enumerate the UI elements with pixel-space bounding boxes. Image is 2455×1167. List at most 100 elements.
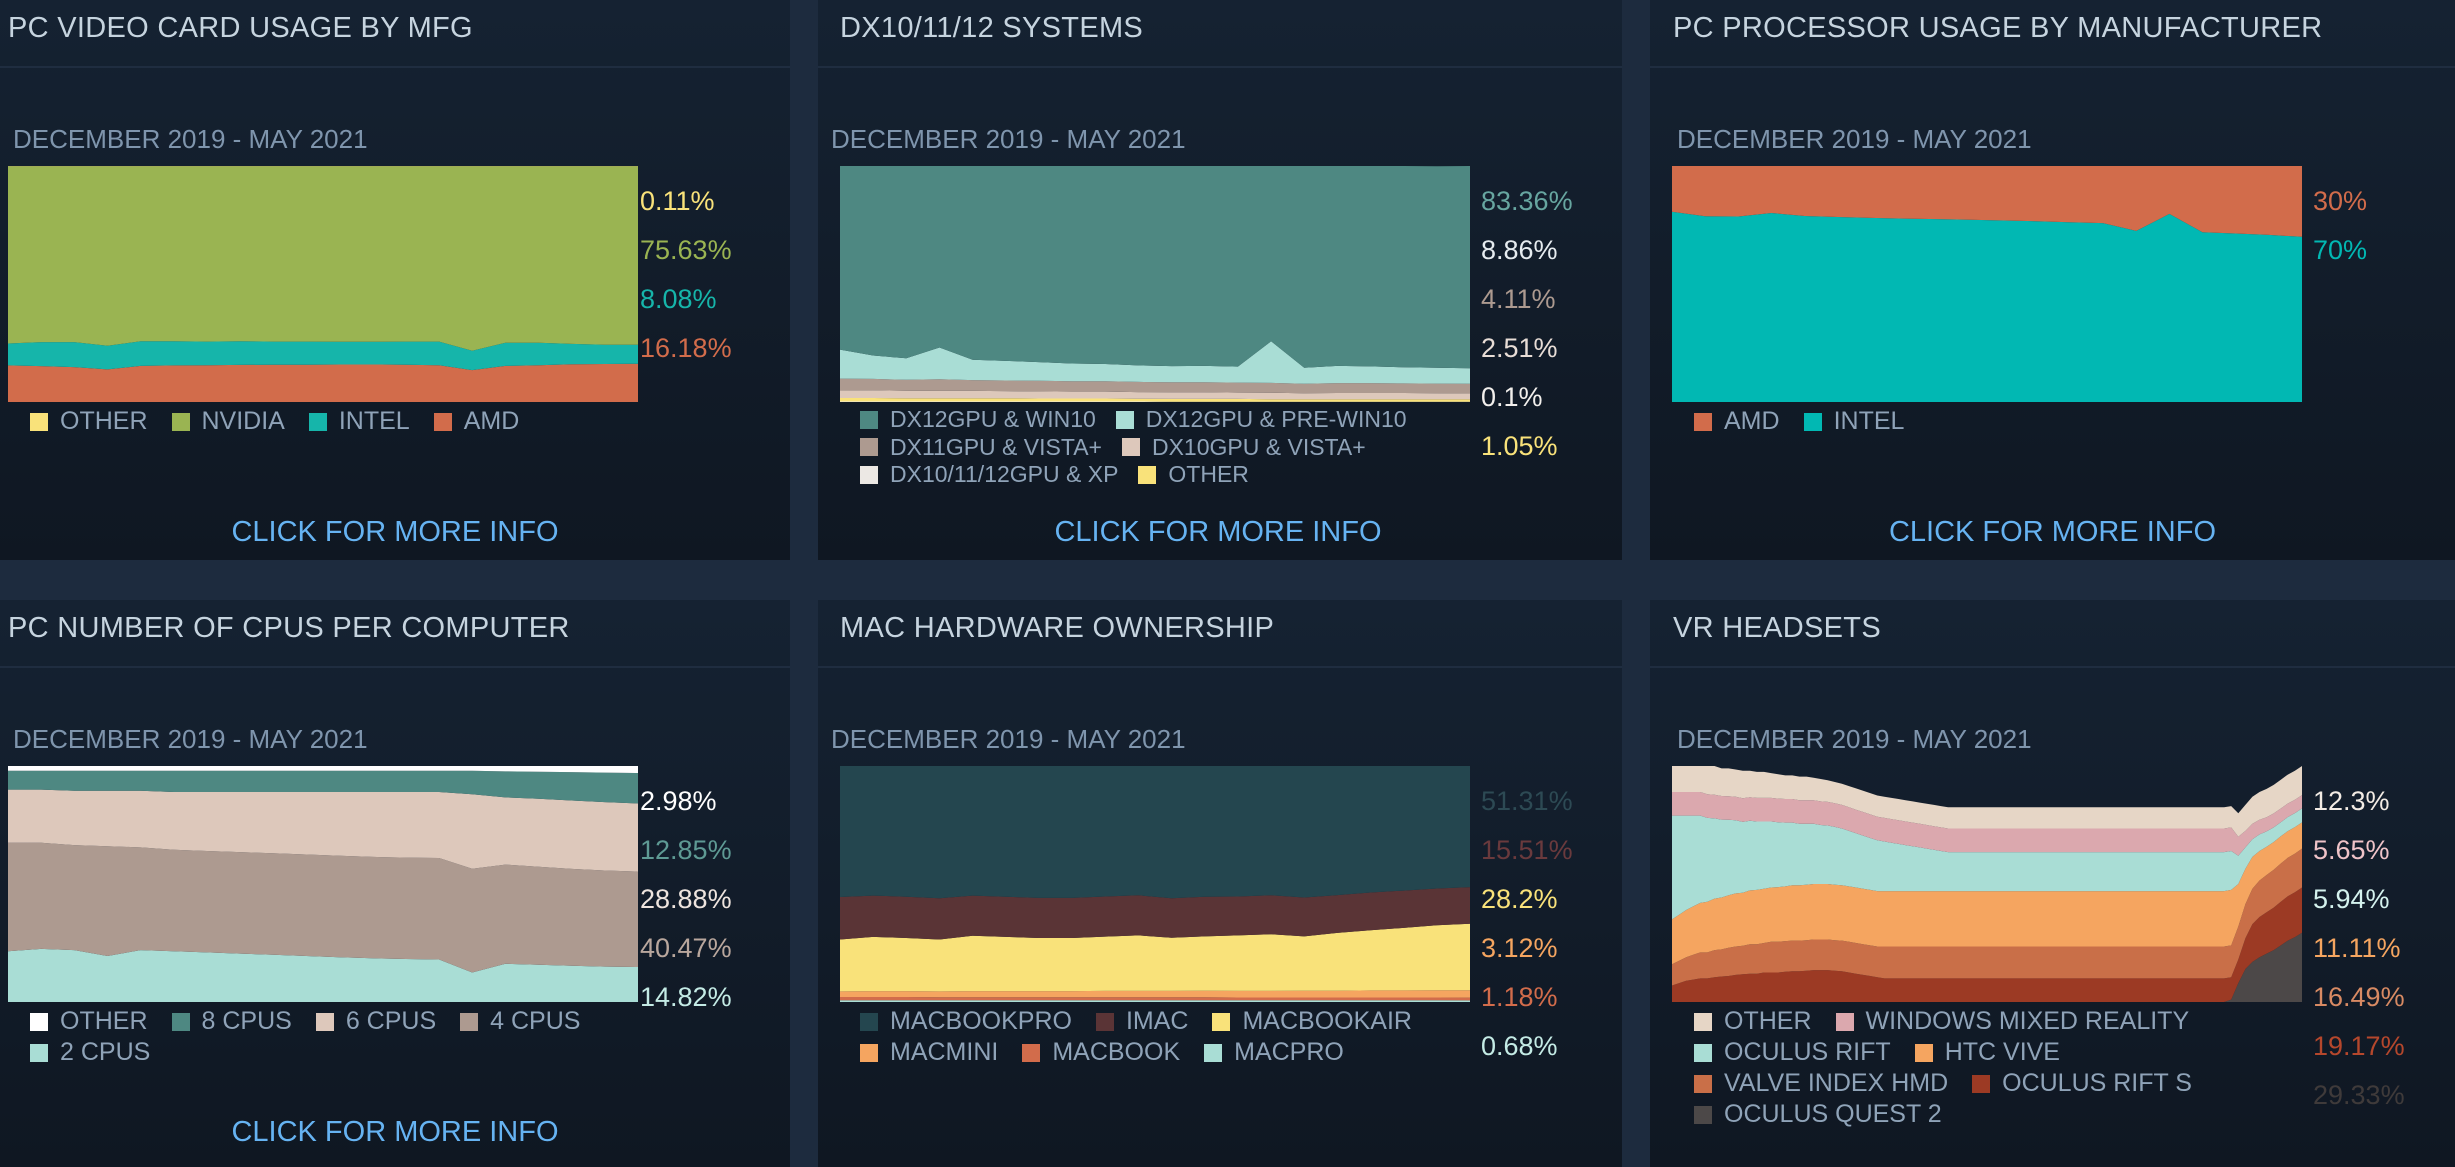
legend-swatch xyxy=(860,410,878,429)
date-range: DECEMBER 2019 - MAY 2021 xyxy=(1677,124,2032,154)
legend-label: 4 CPUS xyxy=(490,1007,581,1035)
series-area-macpro xyxy=(840,1000,1470,1002)
legend-swatch xyxy=(30,1012,48,1031)
area-chart xyxy=(8,766,638,1002)
legend-item-6-cpus: 6 CPUS xyxy=(315,1006,436,1037)
series-area-intel xyxy=(1672,211,2302,402)
legend-label: OCULUS QUEST 2 xyxy=(1724,1100,1942,1128)
more-info-link[interactable]: CLICK FOR MORE INFO xyxy=(231,516,559,548)
legend-label: INTEL xyxy=(1833,407,1905,435)
area-chart xyxy=(840,166,1470,402)
legend-label: OTHER xyxy=(1168,461,1249,487)
value-label: 70% xyxy=(2313,235,2368,265)
legend-swatch xyxy=(1694,1074,1712,1093)
legend: OTHER NVIDIA INTEL AMD xyxy=(30,406,640,437)
divider xyxy=(1650,666,2455,668)
legend-item-dx12gpu-pre-win10: DX12GPU & PRE-WIN10 xyxy=(1115,406,1407,433)
series-area-2-cpus xyxy=(8,948,638,1002)
legend-label: DX11GPU & VISTA+ xyxy=(890,433,1102,460)
legend-item-other: OTHER xyxy=(1138,461,1249,488)
series-area-other xyxy=(8,766,638,773)
legend-item-oculus-rift-s: OCULUS RIFT S xyxy=(1972,1068,2192,1099)
series-area-oculus-quest-2 xyxy=(1672,932,2302,1002)
value-label: 5.65% xyxy=(2313,835,2390,865)
series-area-amd xyxy=(8,363,638,402)
legend-item-windows-mixed-reality: WINDOWS MIXED REALITY xyxy=(1835,1006,2190,1037)
legend-swatch xyxy=(1095,1012,1114,1031)
legend-label: IMAC xyxy=(1125,1007,1189,1035)
legend-swatch xyxy=(1121,438,1140,456)
more-info-link[interactable]: CLICK FOR MORE INFO xyxy=(1888,516,2217,548)
value-label: 1.05% xyxy=(1481,431,1558,461)
legend-swatch xyxy=(171,412,190,431)
series-area-dx11gpu-vista xyxy=(840,378,1470,394)
legend-label: MACMINI xyxy=(890,1038,999,1066)
legend-item-nvidia: NVIDIA xyxy=(171,406,285,437)
value-label: 11.11% xyxy=(2313,933,2401,963)
legend-label: NVIDIA xyxy=(201,407,285,435)
series-area-dx10gpu-vista xyxy=(840,390,1470,400)
legend-label: MACBOOK xyxy=(1052,1038,1181,1066)
value-label: 3.12% xyxy=(1481,933,1558,963)
panel-vr-headsets: VR HEADSETS DECEMBER 2019 - MAY 2021 12.… xyxy=(1650,600,2455,1167)
panel-title: PC PROCESSOR USAGE BY MANUFACTURER xyxy=(1673,12,2323,44)
legend-label: 8 CPUS xyxy=(201,1007,292,1035)
legend-item-amd: AMD xyxy=(1694,406,1780,437)
legend-item-dx11gpu-vista: DX11GPU & VISTA+ xyxy=(860,434,1102,461)
value-label: 40.47% xyxy=(640,933,732,963)
value-label: 28.2% xyxy=(1481,884,1558,914)
legend-label: DX10/11/12GPU & XP xyxy=(890,461,1119,487)
series-area-nvidia xyxy=(8,166,638,351)
legend: MACBOOKPRO IMAC MACBOOKAIR MACMINI MACBOOK MA… xyxy=(860,1006,1470,1068)
legend: OTHER WINDOWS MIXED REALITY OCULUS RIFT HTC… xyxy=(1694,1006,2304,1130)
more-info-link[interactable]: CLICK FOR MORE INFO xyxy=(1054,516,1382,548)
more-info-link[interactable]: CLICK FOR MORE INFO xyxy=(231,1116,559,1148)
panel-title: MAC HARDWARE OWNERSHIP xyxy=(840,612,1275,644)
divider xyxy=(818,666,1622,668)
series-area-macbookpro xyxy=(840,766,1470,899)
series-area-dx12gpu-win10 xyxy=(840,166,1470,369)
legend-swatch xyxy=(30,1043,48,1062)
legend-item-oculus-rift: OCULUS RIFT xyxy=(1694,1037,1891,1068)
legend-label: AMD xyxy=(463,407,520,435)
legend-label: INTEL xyxy=(338,407,410,435)
legend-swatch xyxy=(30,412,48,431)
legend-label: OTHER xyxy=(1724,1007,1812,1035)
divider xyxy=(0,66,790,68)
legend-swatch xyxy=(1022,1043,1041,1062)
legend-item-intel: INTEL xyxy=(308,406,410,437)
legend-swatch xyxy=(1694,1012,1712,1031)
series-area-macbookair xyxy=(840,923,1470,992)
panel-cpus: PC NUMBER OF CPUS PER COMPUTER DECEMBER … xyxy=(0,600,790,1167)
legend-item-valve-index-hmd: VALVE INDEX HMD xyxy=(1694,1068,1948,1099)
legend-label: OCULUS RIFT xyxy=(1724,1038,1891,1066)
panel-processor: PC PROCESSOR USAGE BY MANUFACTURER DECEM… xyxy=(1650,0,2455,560)
series-area-valve-index-hmd xyxy=(1672,848,2302,986)
legend-item-htc-vive: HTC VIVE xyxy=(1914,1037,2060,1068)
legend: AMD INTEL xyxy=(1694,406,2304,437)
value-label: 19.17% xyxy=(2313,1031,2405,1061)
value-label: 83.36% xyxy=(1481,186,1573,216)
divider xyxy=(1650,66,2455,68)
date-range: DECEMBER 2019 - MAY 2021 xyxy=(13,724,368,754)
legend-item-amd: AMD xyxy=(433,406,520,437)
value-label: 51.31% xyxy=(1481,786,1573,816)
legend-swatch xyxy=(860,438,878,456)
area-chart xyxy=(1672,166,2302,402)
divider xyxy=(0,666,790,668)
legend-item-macbookair: MACBOOKAIR xyxy=(1212,1006,1412,1037)
panel-title: DX10/11/12 SYSTEMS xyxy=(840,12,1144,44)
legend-swatch xyxy=(171,1012,190,1031)
series-area-4-cpus xyxy=(8,842,638,973)
value-label: 8.08% xyxy=(640,284,717,314)
value-label: 2.98% xyxy=(640,786,717,816)
legend: DX12GPU & WIN10 DX12GPU & PRE-WIN10 DX11GP… xyxy=(860,406,1480,489)
legend-swatch xyxy=(1694,1043,1712,1062)
legend-label: WINDOWS MIXED REALITY xyxy=(1865,1007,2190,1035)
value-label: 0.1% xyxy=(1481,382,1543,412)
legend-swatch xyxy=(1694,1105,1712,1124)
legend-label: OTHER xyxy=(60,407,148,435)
value-label: 75.63% xyxy=(640,235,732,265)
legend-swatch xyxy=(315,1012,334,1031)
value-label: 5.94% xyxy=(2313,884,2390,914)
